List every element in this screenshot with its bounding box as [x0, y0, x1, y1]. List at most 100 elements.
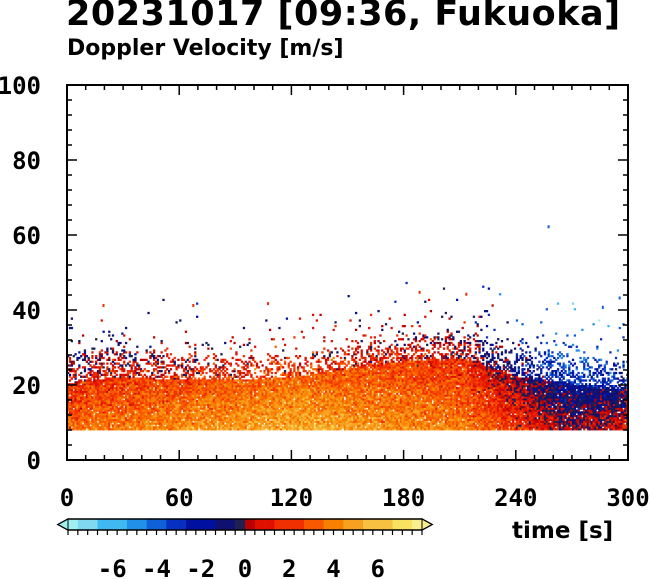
echo-cell — [175, 407, 178, 410]
echo-cell — [93, 386, 96, 390]
echo-cell — [182, 422, 186, 425]
echo-cell — [145, 377, 148, 380]
echo-cell — [156, 360, 160, 363]
echo-cell — [298, 355, 302, 358]
echo-cell — [171, 358, 174, 362]
echo-cell — [216, 405, 219, 408]
echo-cell — [205, 396, 208, 399]
echo-cell — [190, 379, 193, 382]
echo-cell — [175, 396, 178, 399]
echo-cell — [130, 370, 133, 373]
echo-cell — [104, 379, 107, 382]
echo-cell — [132, 388, 135, 392]
echo-cell — [153, 394, 156, 397]
echo-cell — [119, 424, 122, 427]
echo-cell — [143, 407, 146, 410]
echo-cell — [164, 375, 167, 378]
echo-cell — [210, 413, 214, 416]
echo-cell — [164, 409, 167, 412]
echo-cell — [179, 392, 182, 395]
echo-cell — [190, 383, 193, 386]
echo-cell — [184, 400, 188, 403]
echo-cell — [106, 362, 109, 365]
echo-cell — [151, 403, 154, 407]
echo-cell — [175, 400, 178, 403]
echo-cell — [108, 420, 111, 423]
echo-cell — [91, 347, 94, 350]
echo-cell — [68, 401, 72, 405]
echo-cell — [182, 390, 186, 393]
echo-cell — [147, 385, 150, 388]
echo-cell — [143, 379, 146, 382]
echo-cell — [214, 403, 217, 407]
echo-cell — [78, 364, 81, 367]
echo-cell — [190, 370, 193, 373]
echo-cell — [199, 422, 203, 425]
echo-cell — [81, 409, 85, 412]
echo-cell — [153, 377, 156, 380]
echo-cell — [209, 368, 212, 371]
echo-cell — [194, 347, 197, 350]
echo-cell — [210, 418, 214, 422]
echo-cell — [203, 405, 206, 408]
echo-cell — [110, 392, 113, 395]
echo-cell — [158, 392, 161, 395]
echo-cell — [100, 415, 103, 418]
echo-cell — [85, 375, 88, 378]
echo-cell — [199, 383, 203, 386]
echo-cell — [220, 383, 223, 386]
echo-cell — [87, 409, 90, 412]
echo-cell — [154, 368, 158, 371]
echo-cell — [128, 416, 131, 420]
echo-cell — [68, 426, 72, 429]
echo-cell — [78, 398, 81, 401]
echo-cell — [130, 403, 133, 407]
echo-cell — [190, 373, 193, 377]
echo-cell — [197, 426, 201, 429]
echo-cell — [70, 411, 74, 414]
echo-cell — [91, 366, 94, 369]
echo-cell — [186, 394, 189, 397]
echo-cell — [209, 405, 212, 408]
echo-cell — [74, 407, 77, 410]
echo-cell — [209, 407, 212, 410]
echo-cell — [128, 381, 131, 384]
echo-cell — [203, 388, 206, 392]
echo-cell — [227, 381, 231, 384]
echo-cell — [149, 405, 152, 408]
echo-cell — [136, 405, 139, 408]
echo-cell — [212, 416, 216, 420]
echo-cell — [153, 368, 156, 371]
echo-cell — [153, 418, 156, 422]
echo-cell — [83, 381, 87, 384]
echo-cell — [110, 379, 113, 382]
echo-cell — [192, 418, 195, 422]
echo-cell — [78, 400, 81, 403]
echo-cell — [102, 386, 105, 390]
echo-cell — [87, 368, 90, 371]
echo-cell — [136, 415, 139, 418]
echo-cell — [205, 420, 208, 423]
echo-cell — [179, 403, 182, 407]
echo-cell — [78, 420, 81, 423]
echo-cell — [162, 420, 165, 423]
echo-cell — [197, 396, 201, 399]
echo-cell — [87, 424, 90, 427]
echo-cell — [164, 383, 167, 386]
echo-cell — [134, 392, 137, 395]
echo-cell — [106, 353, 109, 356]
echo-cell — [153, 349, 156, 352]
echo-cell — [209, 416, 212, 420]
echo-cell — [147, 428, 150, 431]
echo-cell — [113, 362, 117, 365]
echo-cell — [205, 356, 208, 360]
echo-cell — [242, 343, 246, 347]
echo-cell — [119, 407, 122, 410]
echo-cell — [68, 422, 72, 425]
echo-cell — [186, 413, 189, 416]
echo-cell — [182, 415, 186, 418]
echo-cell — [194, 422, 197, 425]
echo-cell — [216, 390, 219, 393]
echo-cell — [78, 401, 81, 405]
echo-cell — [203, 415, 206, 418]
